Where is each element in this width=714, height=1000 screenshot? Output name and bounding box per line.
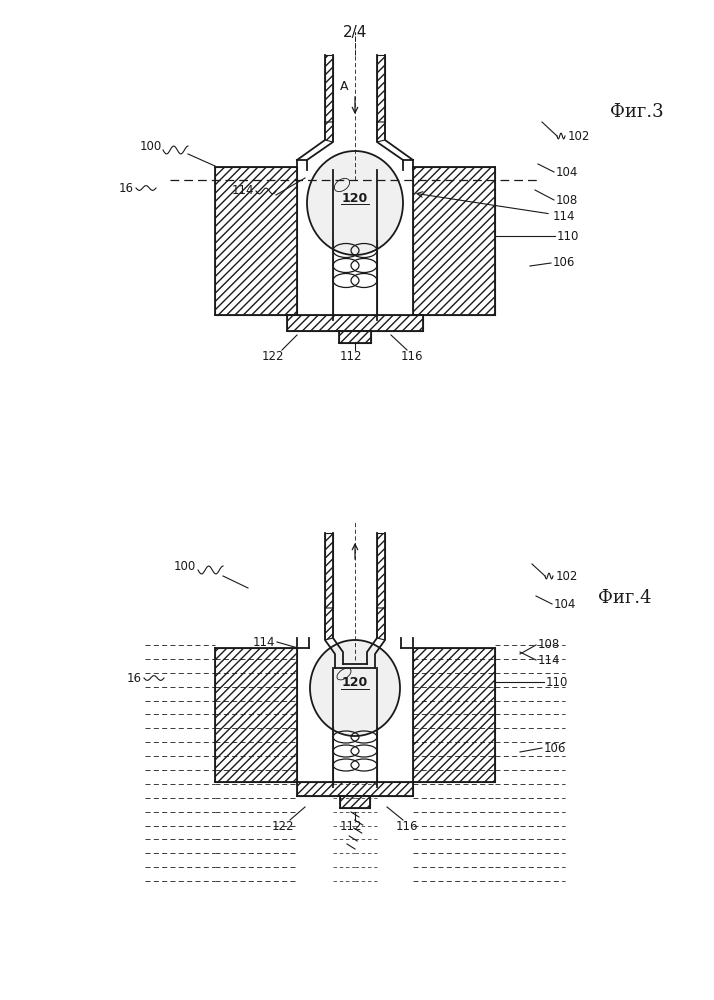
Text: 122: 122 (272, 820, 294, 833)
Polygon shape (377, 55, 385, 122)
Polygon shape (377, 122, 385, 142)
Text: Фиг.4: Фиг.4 (598, 589, 651, 607)
Ellipse shape (310, 640, 400, 736)
Text: 100: 100 (140, 140, 162, 153)
Text: 114: 114 (553, 210, 575, 223)
Text: 122: 122 (262, 350, 284, 363)
Polygon shape (339, 331, 371, 343)
Text: A: A (340, 80, 348, 93)
Text: 116: 116 (396, 820, 418, 833)
Polygon shape (413, 648, 495, 782)
Text: 104: 104 (556, 165, 578, 178)
Text: 120: 120 (342, 192, 368, 205)
Polygon shape (325, 533, 333, 608)
Text: 108: 108 (538, 639, 560, 652)
Polygon shape (325, 122, 333, 142)
Text: 102: 102 (556, 570, 578, 582)
Polygon shape (340, 796, 370, 808)
Text: 112: 112 (340, 820, 362, 833)
Text: 114: 114 (538, 654, 560, 666)
Text: 110: 110 (546, 676, 568, 688)
Polygon shape (377, 533, 385, 608)
Text: 104: 104 (554, 597, 576, 610)
Polygon shape (413, 167, 495, 315)
Text: 16: 16 (119, 182, 134, 194)
Ellipse shape (307, 151, 403, 255)
Polygon shape (287, 315, 423, 331)
Polygon shape (325, 55, 333, 122)
Text: 120: 120 (342, 676, 368, 690)
Text: 112: 112 (340, 350, 362, 363)
Text: Фиг.3: Фиг.3 (610, 103, 663, 121)
Text: 100: 100 (174, 560, 196, 572)
Text: 102: 102 (568, 129, 590, 142)
Polygon shape (215, 648, 297, 782)
Text: 116: 116 (401, 350, 423, 363)
Text: 108: 108 (556, 194, 578, 207)
Text: 106: 106 (553, 256, 575, 269)
Polygon shape (297, 782, 413, 796)
Text: 114: 114 (231, 184, 254, 196)
Text: 2/4: 2/4 (343, 25, 367, 40)
Text: 106: 106 (544, 742, 566, 754)
Text: 110: 110 (557, 230, 579, 242)
Text: 16: 16 (127, 672, 142, 684)
Polygon shape (325, 608, 333, 640)
Text: 114: 114 (253, 636, 275, 648)
Polygon shape (377, 608, 385, 640)
Polygon shape (215, 167, 297, 315)
